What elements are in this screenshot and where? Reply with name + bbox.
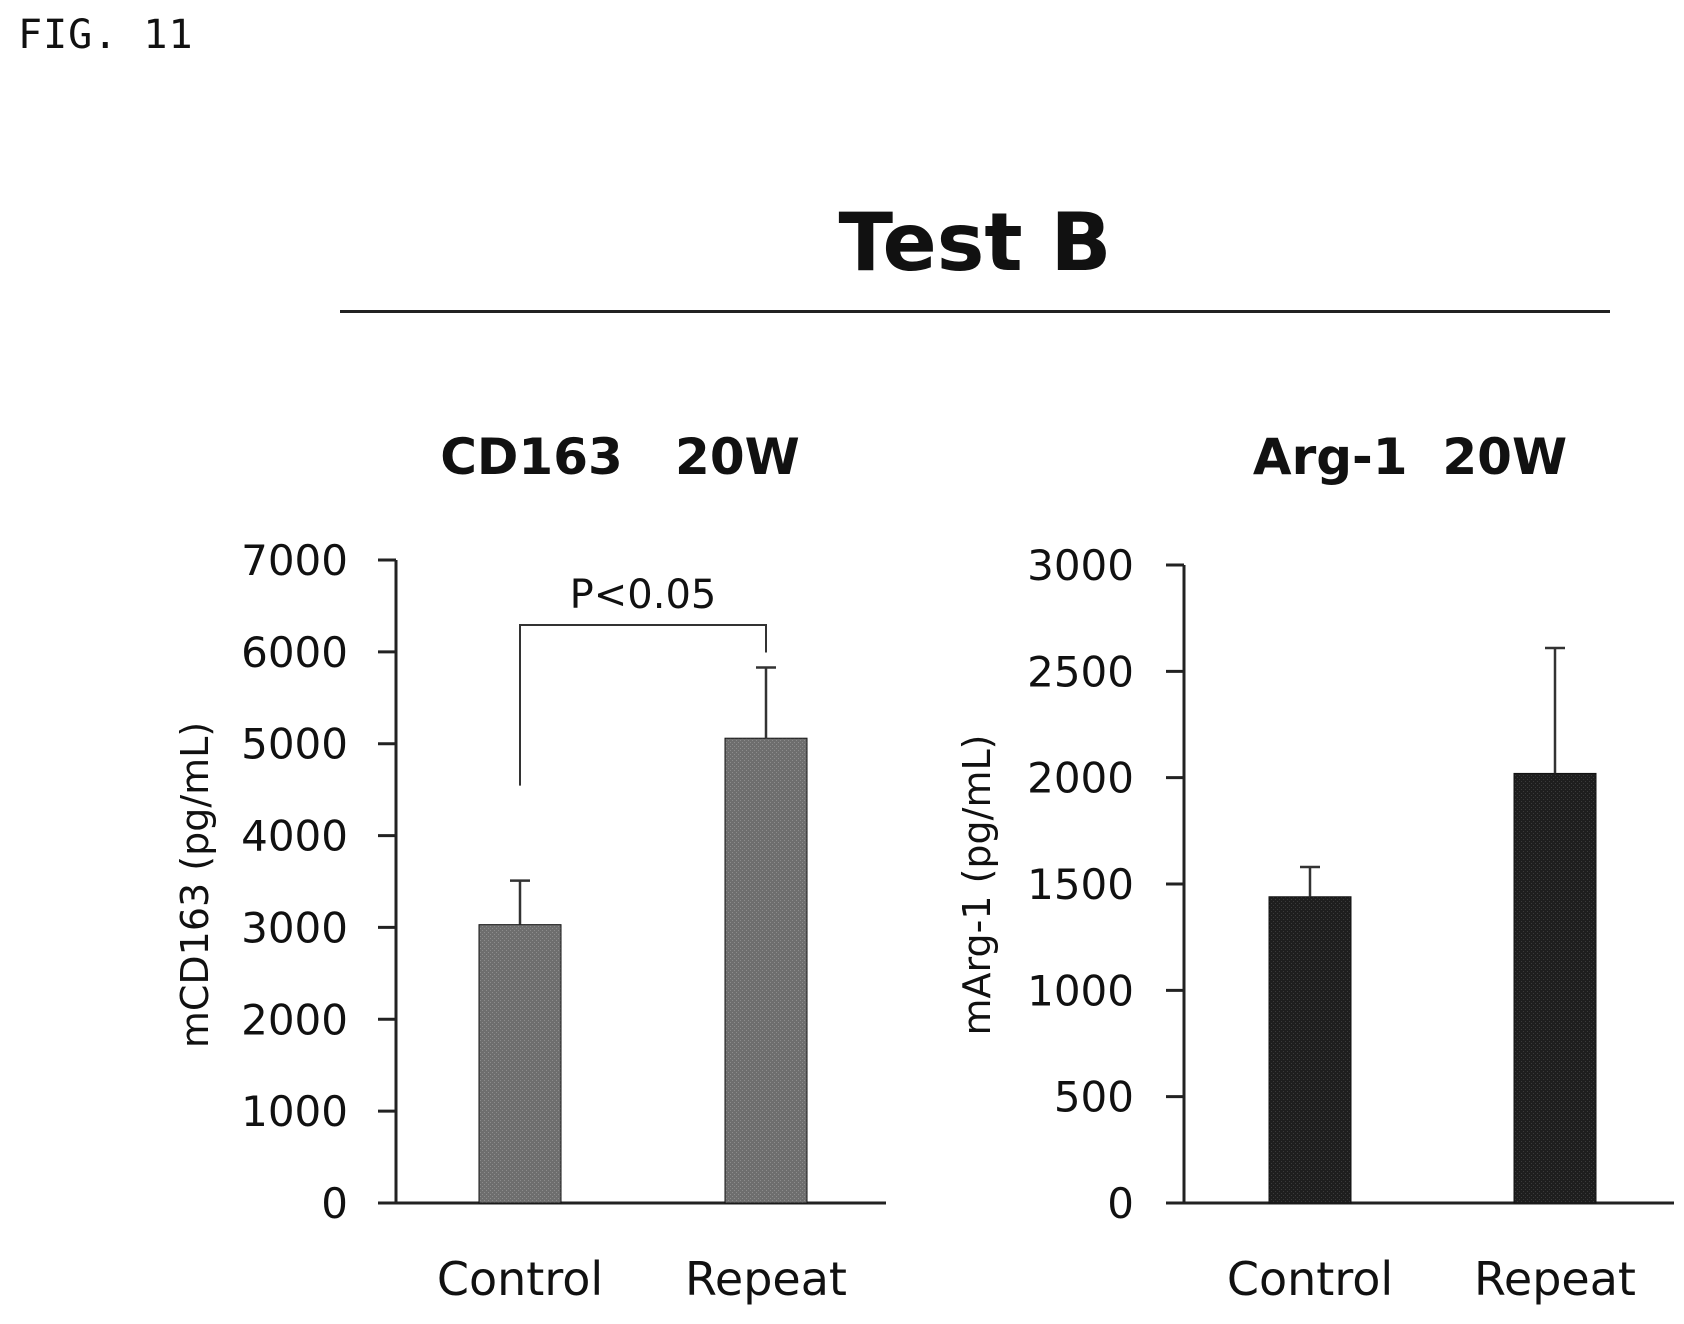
y-tick-label-cd163-6000: 6000 bbox=[241, 628, 348, 677]
y-tick-label-arg1-1500: 1500 bbox=[1027, 860, 1134, 909]
chart-cd163: 0 1000 2000 3000 4000 5000 6000 7000 mCD163 (pg/… bbox=[173, 536, 886, 1306]
chart-arg1: 0 500 1000 1500 2000 2500 3000 mArg-1 (pg/mL) Co… bbox=[955, 541, 1674, 1306]
y-tick-label-cd163-0: 0 bbox=[321, 1179, 348, 1228]
chart-title-arg1: Arg-1 20W bbox=[1252, 428, 1568, 486]
significance-label: P<0.05 bbox=[570, 572, 717, 618]
bar-cd163-repeat bbox=[724, 737, 808, 1204]
significance-bracket bbox=[519, 624, 767, 786]
bar-arg1-control bbox=[1268, 896, 1352, 1204]
main-title: Test B bbox=[838, 196, 1112, 289]
figure-label: FIG. 11 bbox=[18, 12, 194, 58]
y-axis-title-arg1: mArg-1 (pg/mL) bbox=[955, 735, 999, 1036]
y-tick-label-arg1-2000: 2000 bbox=[1027, 754, 1134, 803]
bar-arg1-repeat bbox=[1513, 772, 1597, 1204]
y-tick-label-arg1-2500: 2500 bbox=[1027, 647, 1134, 696]
y-tick-label-cd163-4000: 4000 bbox=[241, 812, 348, 861]
y-tick-label-cd163-1000: 1000 bbox=[241, 1087, 348, 1136]
x-tick-label-cd163-control: Control bbox=[437, 1252, 603, 1306]
title-underline bbox=[340, 310, 1610, 313]
chart-title-cd163: CD163 20W bbox=[440, 428, 800, 486]
y-tick-label-arg1-3000: 3000 bbox=[1027, 541, 1134, 590]
y-tick-label-arg1-0: 0 bbox=[1107, 1179, 1134, 1228]
bar-cd163-control bbox=[478, 924, 562, 1204]
x-tick-label-arg1-control: Control bbox=[1227, 1252, 1393, 1306]
y-tick-label-cd163-2000: 2000 bbox=[241, 995, 348, 1044]
y-tick-label-cd163-3000: 3000 bbox=[241, 903, 348, 952]
y-tick-label-cd163-7000: 7000 bbox=[241, 536, 348, 585]
x-tick-label-arg1-repeat: Repeat bbox=[1474, 1252, 1636, 1306]
y-tick-label-arg1-500: 500 bbox=[1054, 1073, 1134, 1122]
x-tick-label-cd163-repeat: Repeat bbox=[685, 1252, 847, 1306]
y-tick-label-cd163-5000: 5000 bbox=[241, 720, 348, 769]
y-axis-title-cd163: mCD163 (pg/mL) bbox=[173, 722, 217, 1048]
y-tick-label-arg1-1000: 1000 bbox=[1027, 966, 1134, 1015]
